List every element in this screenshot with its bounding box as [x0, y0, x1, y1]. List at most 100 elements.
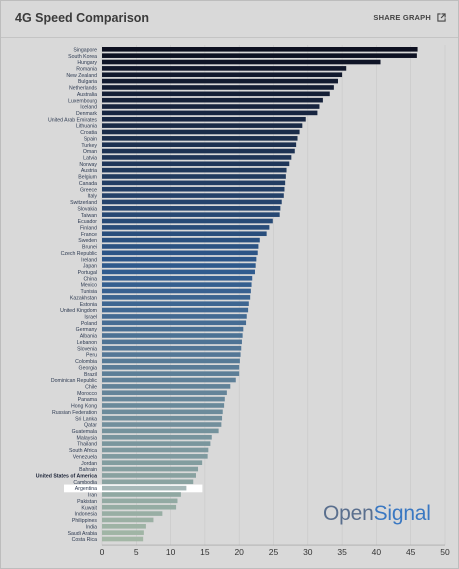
category-label: Iceland — [80, 105, 97, 111]
category-label: Qatar — [84, 423, 97, 429]
category-label: Mexico — [81, 283, 98, 289]
category-label: Israel — [84, 315, 97, 321]
bar — [102, 250, 258, 256]
share-graph-label: SHARE GRAPH — [373, 13, 431, 22]
bar — [102, 282, 252, 287]
bar — [102, 244, 259, 249]
bar — [102, 85, 334, 90]
bar — [102, 536, 144, 542]
category-label: Russian Federation — [52, 410, 97, 416]
bar — [102, 72, 343, 78]
bar — [102, 91, 330, 97]
category-label: Italy — [87, 194, 97, 200]
bar — [102, 155, 292, 160]
bar — [102, 479, 194, 485]
bar — [102, 422, 222, 427]
bar — [102, 104, 320, 109]
category-label: Denmark — [76, 111, 97, 117]
bar — [102, 269, 255, 275]
category-label: Sri Lanka — [75, 416, 97, 422]
category-label: Estonia — [80, 302, 97, 308]
category-label: Germany — [76, 327, 98, 333]
bar — [102, 295, 251, 300]
category-label: Ireland — [81, 257, 97, 263]
bar — [102, 199, 282, 205]
category-label: Taiwan — [81, 213, 97, 219]
share-icon — [437, 13, 446, 22]
category-label: Netherlands — [69, 86, 97, 92]
bar — [102, 390, 227, 396]
bar — [102, 225, 270, 230]
category-label: New Zealand — [66, 73, 97, 79]
bar — [102, 47, 418, 52]
category-label: Tunisia — [80, 289, 97, 295]
bar — [102, 256, 257, 262]
bar — [102, 53, 417, 58]
bar — [102, 231, 267, 237]
bar — [102, 110, 318, 116]
x-tick-label: 10 — [166, 547, 176, 557]
category-label: Kuwait — [81, 505, 97, 511]
category-label: Georgia — [79, 365, 98, 371]
bar — [102, 123, 303, 128]
bar — [102, 97, 323, 103]
bar — [102, 174, 286, 179]
category-label: Thailand — [77, 442, 97, 448]
category-label: Guatemala — [72, 429, 97, 435]
bar — [102, 441, 211, 446]
category-label: Portugal — [78, 270, 97, 276]
bar — [102, 167, 287, 173]
category-label: Cambodia — [73, 480, 97, 486]
category-label: Hungary — [77, 60, 97, 66]
bar — [102, 307, 249, 313]
category-label: Croatia — [80, 130, 97, 136]
category-label: Kazakhstan — [70, 295, 97, 301]
bar — [102, 403, 225, 408]
category-label: Australia — [77, 92, 97, 98]
bar — [102, 161, 290, 167]
x-tick-label: 50 — [440, 547, 450, 557]
category-label: Brazil — [84, 372, 97, 378]
category-label: South Africa — [69, 448, 97, 454]
category-label: United States of America — [36, 474, 97, 480]
category-label: Argentina — [75, 486, 97, 492]
bar — [102, 517, 154, 523]
category-label: Greece — [80, 187, 97, 193]
bar — [102, 447, 209, 453]
category-label: Bulgaria — [78, 79, 97, 85]
bar — [102, 371, 240, 376]
category-label: Czech Republic — [61, 251, 98, 257]
category-label: Panama — [78, 397, 97, 403]
bar — [102, 116, 306, 122]
bar — [102, 345, 242, 351]
category-label: Chile — [85, 384, 97, 390]
bar — [102, 358, 240, 364]
x-tick-label: 20 — [234, 547, 244, 557]
category-label: Spain — [84, 136, 97, 142]
bar — [102, 492, 181, 497]
bar — [102, 396, 225, 402]
x-tick-label: 0 — [100, 547, 105, 557]
bar — [102, 288, 251, 294]
bar — [102, 333, 243, 338]
chart-title: 4G Speed Comparison — [15, 11, 150, 25]
x-tick-label: 30 — [303, 547, 313, 557]
x-tick-label: 40 — [372, 547, 382, 557]
category-label: India — [86, 524, 97, 530]
category-label: Pakistan — [77, 499, 97, 505]
bar — [102, 78, 338, 84]
bar — [102, 365, 240, 370]
bar — [102, 66, 347, 71]
bar — [102, 212, 280, 217]
bar — [102, 466, 199, 472]
bar — [102, 186, 285, 192]
bar — [102, 339, 242, 345]
bar — [102, 142, 297, 147]
bar — [102, 485, 187, 491]
category-label: Malaysia — [77, 435, 98, 441]
bar — [102, 415, 223, 421]
bar — [102, 384, 231, 389]
category-label: Luxembourg — [68, 98, 97, 104]
share-graph-button[interactable]: SHARE GRAPH — [373, 13, 446, 22]
